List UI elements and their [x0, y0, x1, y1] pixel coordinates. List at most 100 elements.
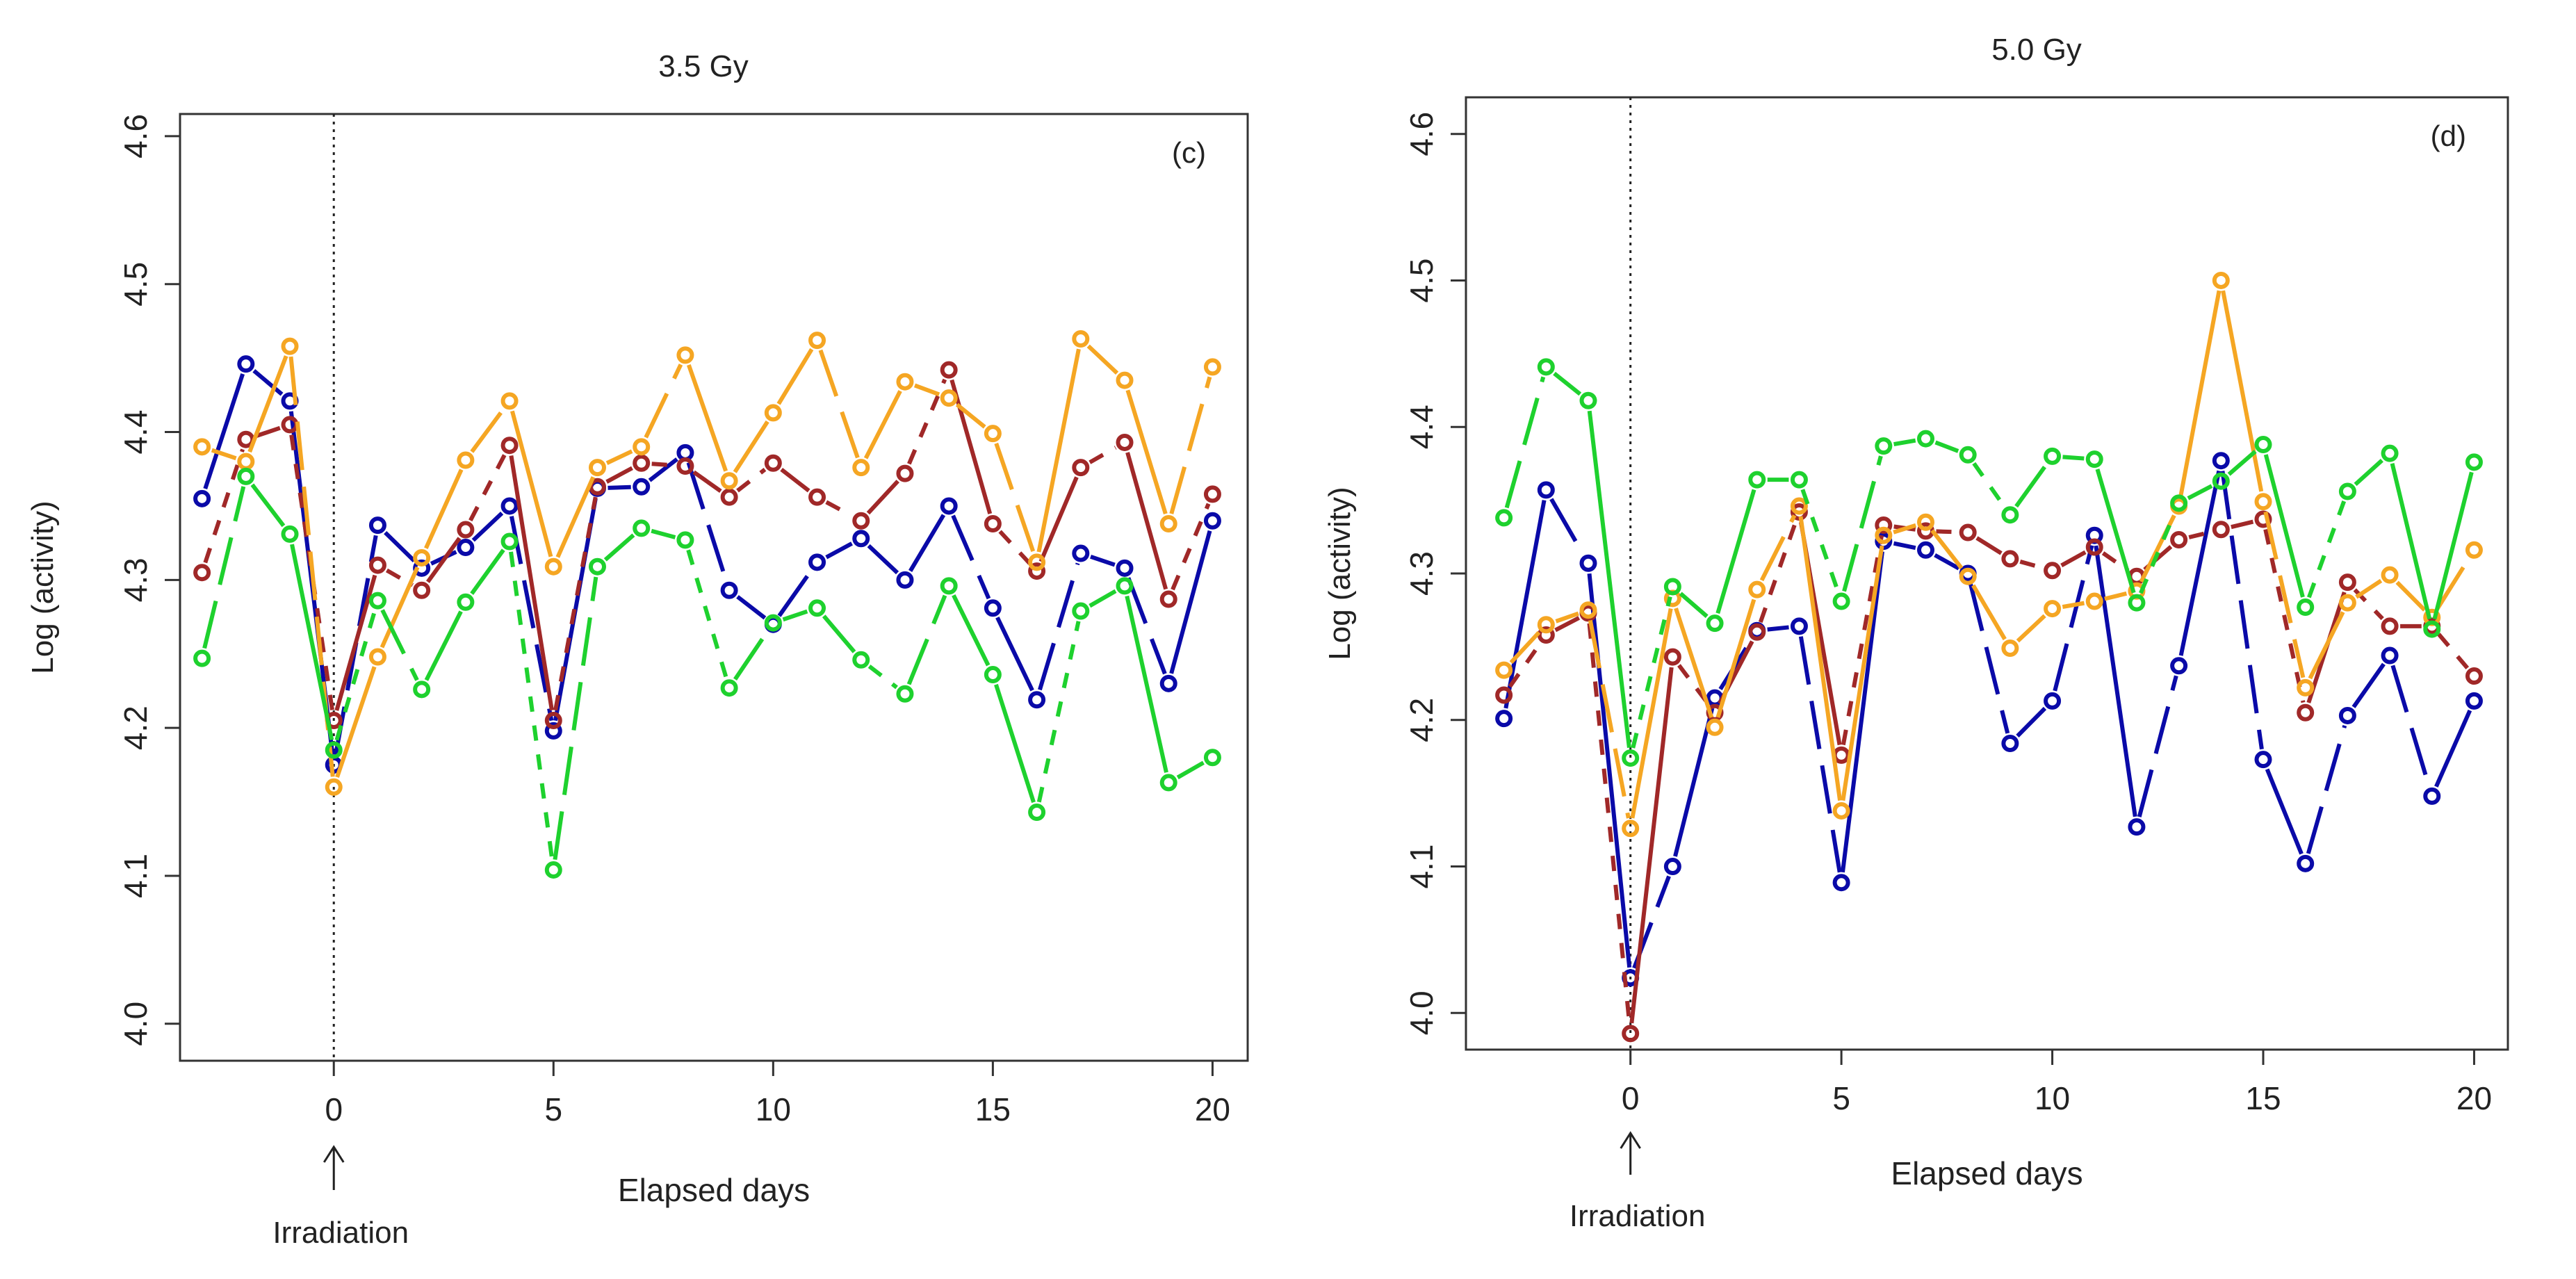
series-segment: [2354, 458, 2383, 487]
data-point: [1832, 874, 1850, 892]
series-segment: [866, 480, 899, 515]
series-segment: [1842, 455, 1883, 592]
series-segment: [1968, 583, 2010, 734]
series-segment: [863, 390, 902, 459]
data-point: [1203, 512, 1221, 530]
data-point: [1028, 553, 1046, 571]
series-segment: [2019, 560, 2043, 570]
y-tick-label: 4.3: [1403, 551, 1440, 596]
data-point: [2381, 566, 2399, 584]
data-point: [2381, 444, 2399, 462]
series-segment: [1841, 535, 1884, 746]
data-point: [633, 454, 651, 472]
x-tick-label: 20: [1195, 1091, 1230, 1127]
data-point: [1622, 749, 1640, 767]
x-tick-label: 15: [975, 1091, 1011, 1127]
data-point: [940, 361, 958, 379]
data-point: [2254, 436, 2272, 454]
data-point: [1203, 358, 1221, 376]
series-segment: [2263, 454, 2305, 598]
x-tick-label: 0: [325, 1091, 343, 1127]
y-tick-label: 4.5: [117, 262, 154, 307]
data-point: [2338, 706, 2356, 724]
data-point: [1159, 774, 1177, 792]
series-segment: [825, 500, 853, 518]
irradiation-label: Irradiation: [1570, 1199, 1706, 1233]
data-point: [2465, 541, 2483, 559]
series-segment: [2307, 500, 2347, 598]
data-point: [1959, 567, 1977, 585]
series-segment: [1587, 573, 1632, 968]
data-point: [2465, 453, 2483, 471]
data-point: [808, 488, 826, 506]
data-point: [1537, 481, 1555, 499]
data-point: [896, 464, 914, 482]
series-segment: [1503, 500, 1547, 709]
series-segment: [1089, 446, 1117, 464]
data-point: [588, 557, 606, 576]
data-point: [413, 681, 431, 699]
data-point: [1028, 562, 1046, 580]
data-point: [1748, 623, 1766, 641]
data-point: [1959, 446, 1977, 464]
data-point: [676, 346, 694, 364]
series-segment: [2094, 545, 2137, 817]
series-segment: [782, 609, 808, 622]
series-segment: [733, 420, 769, 473]
y-tick-label: 4.2: [1403, 698, 1440, 742]
data-point: [1495, 509, 1513, 527]
series-segment: [736, 468, 767, 493]
data-point: [457, 593, 475, 611]
series-segment: [2178, 290, 2222, 496]
series-segment: [2231, 519, 2254, 530]
series-segment: [1798, 636, 1842, 873]
series-segment: [608, 484, 631, 490]
data-point: [1832, 746, 1850, 764]
series-segment: [1549, 498, 1585, 555]
series-segment: [1036, 348, 1081, 553]
x-tick-label: 5: [544, 1091, 562, 1127]
series-segment: [2263, 511, 2306, 678]
data-point: [896, 571, 914, 589]
series-segment: [687, 364, 728, 472]
data-point: [1028, 803, 1046, 821]
series-segment: [2306, 725, 2347, 854]
data-point: [1748, 471, 1766, 489]
series-segment: [1800, 489, 1841, 592]
series-segment: [555, 476, 596, 558]
data-point: [720, 679, 738, 697]
data-point: [852, 459, 870, 477]
data-point: [1790, 471, 1808, 489]
series-segment: [1840, 551, 1884, 873]
data-point: [2254, 493, 2272, 511]
series-segment: [424, 469, 464, 549]
data-point: [1875, 437, 1893, 455]
data-point: [368, 648, 386, 666]
series-segment: [468, 453, 507, 522]
series-segment: [1893, 541, 1916, 551]
plot-frame: [179, 113, 1249, 1062]
series-segment: [290, 544, 334, 740]
series-segment: [1125, 595, 1168, 773]
series-segment: [1972, 462, 2006, 508]
data-point: [808, 332, 826, 350]
panel-label: (d): [2431, 120, 2466, 152]
series-segment: [1176, 760, 1205, 780]
series-segment: [867, 544, 899, 575]
data-point: [676, 457, 694, 475]
series-segment: [907, 378, 947, 465]
data-point: [896, 373, 914, 391]
series-segment: [335, 666, 377, 779]
series-segment: [1553, 371, 1582, 396]
data-point: [2297, 598, 2315, 616]
series-segment: [384, 530, 416, 563]
data-point: [368, 556, 386, 574]
series-segment: [255, 425, 281, 439]
y-tick-label: 4.3: [117, 557, 154, 602]
series-segment: [2016, 706, 2047, 738]
series-segment: [202, 486, 246, 649]
data-point: [1537, 616, 1555, 634]
irradiation-arrow-head: [323, 1145, 345, 1163]
series-segment: [1508, 642, 1542, 688]
series-segment: [211, 448, 237, 461]
